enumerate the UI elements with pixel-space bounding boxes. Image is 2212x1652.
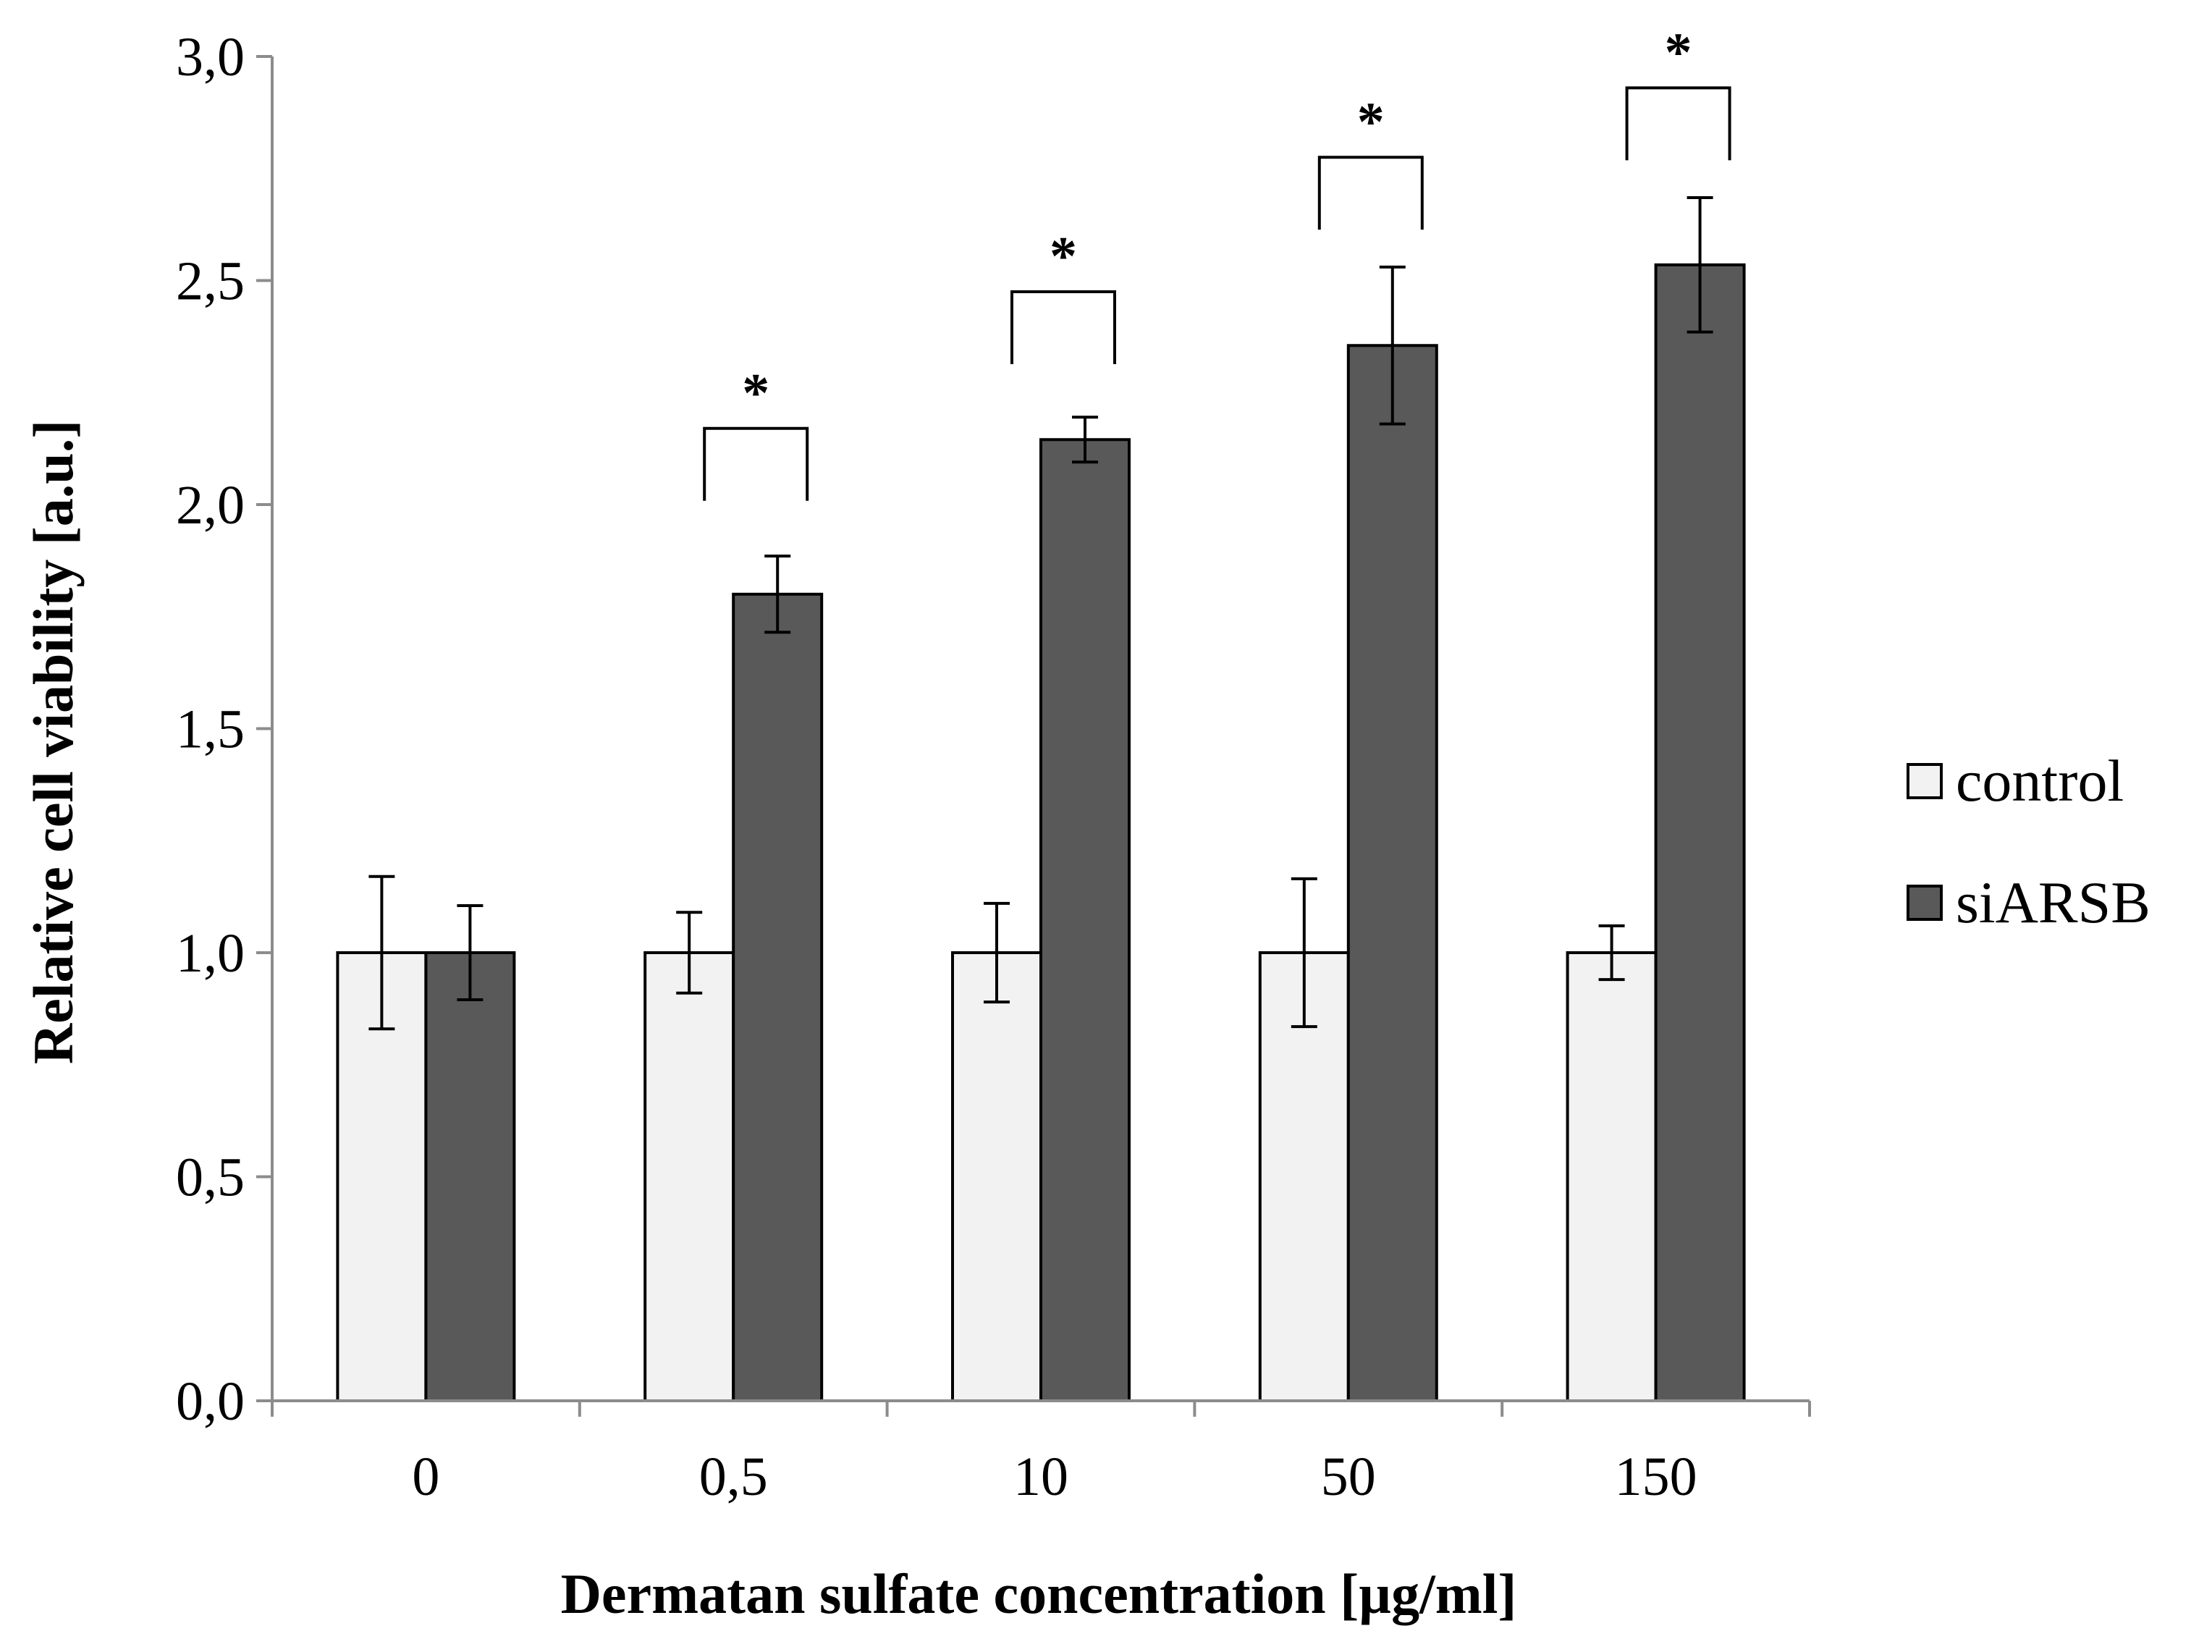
significance-star: *: [1665, 22, 1692, 83]
legend-item-control: control: [1907, 748, 2124, 814]
legend-item-siARSB: siARSB: [1907, 869, 2150, 935]
error-bar-control: [368, 875, 395, 1031]
y-tick-label: 1,0: [176, 923, 245, 984]
y-tick-label: 1,5: [176, 699, 245, 760]
error-bar-siARSB: [1379, 265, 1406, 426]
significance-bracket: *: [1317, 91, 1424, 230]
error-bar-siARSB: [764, 555, 791, 634]
significance-star: *: [1357, 91, 1385, 152]
significance-bracket: *: [703, 363, 809, 501]
legend-swatch: [1907, 763, 1943, 799]
bar-control: [951, 951, 1042, 1402]
x-axis-title: Dermatan sulfate concentration [µg/ml]: [561, 1562, 1517, 1625]
y-tick-label: 2,5: [176, 251, 245, 312]
plot-area: * * * *: [336, 22, 1746, 1403]
bar-control: [1566, 951, 1658, 1402]
bar-control: [643, 951, 735, 1402]
bar-siARSB: [1039, 438, 1131, 1402]
error-bar-siARSB: [1072, 416, 1098, 464]
bar-siARSB: [424, 951, 516, 1402]
bar-siARSB: [1346, 344, 1438, 1402]
x-tick-label: 0: [412, 1446, 439, 1507]
y-tick-label: 0,5: [176, 1147, 245, 1208]
legend: control siARSB: [1907, 748, 2150, 935]
significance-star: *: [742, 363, 769, 423]
y-tick-label: 2,0: [176, 475, 245, 536]
significance-bracket: *: [1010, 226, 1116, 364]
y-axis: 0,0 0,5 1,0 1,5 2,0 2,5 3,0: [176, 27, 274, 1432]
x-tick-label: 0,5: [699, 1446, 768, 1507]
significance-star: *: [1050, 226, 1077, 287]
y-tick-label: 0,0: [176, 1371, 245, 1432]
significance-bracket: *: [1625, 22, 1731, 161]
error-bar-control: [984, 901, 1010, 1004]
x-tick-label: 150: [1615, 1446, 1697, 1507]
error-bar-siARSB: [1687, 195, 1713, 334]
error-bar-control: [1598, 924, 1625, 982]
error-bar-siARSB: [457, 904, 484, 1001]
legend-swatch: [1907, 885, 1943, 921]
x-tick-label: 50: [1321, 1446, 1376, 1507]
bar-siARSB: [732, 592, 824, 1402]
legend-label: siARSB: [1956, 869, 2150, 935]
error-bar-control: [676, 911, 703, 995]
legend-label: control: [1956, 748, 2124, 814]
bar-siARSB: [1654, 263, 1746, 1403]
y-tick-label: 3,0: [176, 27, 245, 88]
x-tick-label: 10: [1013, 1446, 1068, 1507]
y-axis-title: Relative cell viability [a.u.]: [22, 420, 85, 1064]
x-axis: 0 0,5 10 50 150: [271, 1399, 1811, 1507]
error-bar-control: [1291, 877, 1317, 1029]
